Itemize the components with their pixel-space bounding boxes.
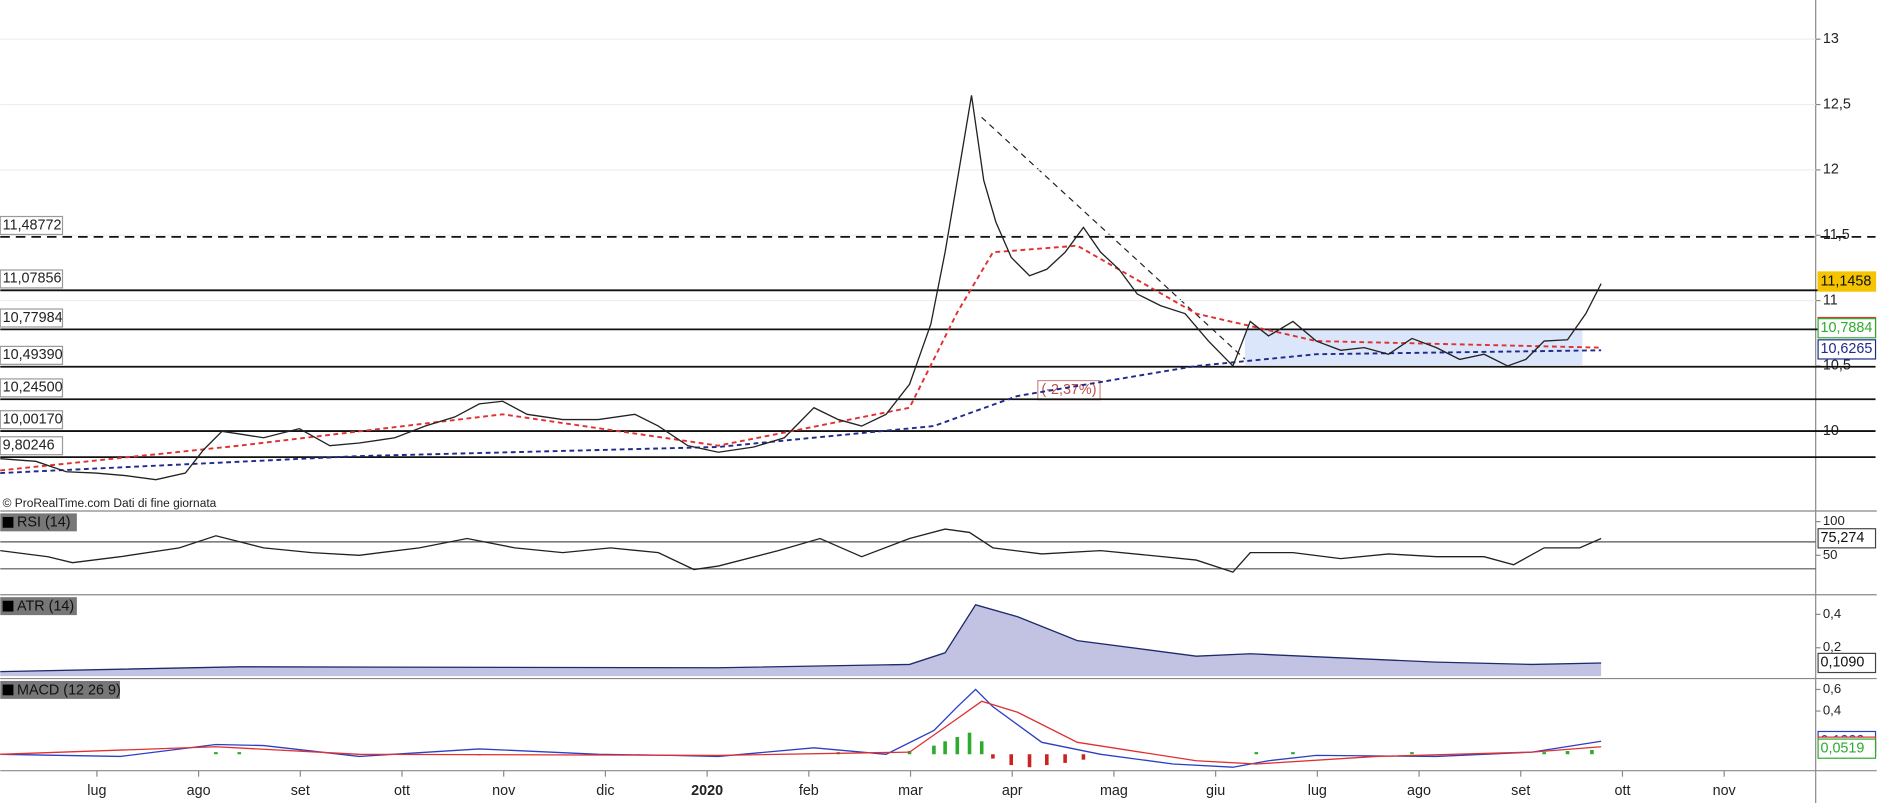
histogram-bar xyxy=(237,752,242,755)
y-tick-label: 50 xyxy=(1823,547,1838,562)
y-tick-label: 11,5 xyxy=(1823,227,1850,243)
x-tick-label: apr xyxy=(1002,783,1023,799)
series-line xyxy=(0,688,1602,768)
footer: © ProRealTime.com Dati di fine giornata xyxy=(3,496,217,510)
y-tick-label: 0,6 xyxy=(1823,681,1841,696)
level-label: 9,80246 xyxy=(3,438,55,454)
histogram-bar xyxy=(1291,752,1295,755)
histogram-bar xyxy=(991,754,995,759)
area-fill xyxy=(0,604,1602,677)
x-tick-label: set xyxy=(1511,783,1530,799)
level-label: 10,00170 xyxy=(3,411,63,427)
y-tick-label: 0,4 xyxy=(1823,606,1841,621)
x-tick-label: lug xyxy=(1308,783,1327,799)
histogram-bar xyxy=(1410,752,1414,755)
level-label: 10,24500 xyxy=(3,380,63,396)
histogram-bar xyxy=(1590,749,1594,755)
panel-title-icon xyxy=(2,516,14,528)
level-label: 10,77984 xyxy=(3,310,63,326)
histogram-bar xyxy=(1081,754,1086,760)
trend-line xyxy=(981,116,1246,360)
histogram-bar xyxy=(955,736,960,755)
histogram-bar xyxy=(1542,752,1546,755)
panel-title-box xyxy=(0,597,77,616)
x-tick-label: dic xyxy=(596,783,614,799)
histogram-bar xyxy=(214,752,218,755)
level-label: 11,07856 xyxy=(3,271,62,287)
value-tag xyxy=(1817,652,1877,674)
level-label-box xyxy=(0,215,64,236)
level-label: 10,49390 xyxy=(3,347,63,363)
y-tick-label: 100 xyxy=(1823,513,1845,528)
level-label-box xyxy=(0,345,64,365)
x-tick-label: mag xyxy=(1100,783,1128,799)
level-label-box xyxy=(0,269,64,289)
histogram-bar xyxy=(1254,752,1259,755)
panel-title-box xyxy=(0,513,77,532)
panel-title-box xyxy=(0,680,120,699)
x-tick-label: giu xyxy=(1206,783,1225,799)
level-label-box xyxy=(0,378,64,398)
x-tick-label: mar xyxy=(898,783,923,799)
value-tag-label: 11,1458 xyxy=(1820,273,1871,289)
level-label-box xyxy=(0,436,64,456)
y-tick-label: 12,5 xyxy=(1823,96,1851,112)
value-tag-label: 0,0519 xyxy=(1820,740,1864,756)
value-tag xyxy=(1817,271,1877,292)
y-tick-label: 12 xyxy=(1823,162,1839,178)
histogram-bar xyxy=(932,745,936,755)
x-tick-label: lug xyxy=(87,783,106,799)
histogram-bar xyxy=(979,741,984,755)
x-tick-label: nov xyxy=(1713,783,1737,799)
histogram-bar xyxy=(1565,751,1570,755)
y-tick-label: 10,5 xyxy=(1823,358,1851,374)
value-tag-label: 10,7884 xyxy=(1820,320,1872,336)
level-label-box xyxy=(0,308,64,328)
histogram-bar xyxy=(1063,754,1067,763)
histogram-bar xyxy=(1045,754,1049,766)
x-tick-label: ago xyxy=(1407,783,1431,799)
value-tag-label: 10,6265 xyxy=(1820,341,1872,357)
panel-title: ATR (14) xyxy=(17,599,74,615)
value-tag-label: 0,1090 xyxy=(1820,655,1864,671)
y-tick-label: 13 xyxy=(1823,31,1839,47)
value-tag-label: 75,274 xyxy=(1820,530,1864,546)
y-tick-label: 11 xyxy=(1823,292,1838,308)
series-line xyxy=(0,528,1602,573)
panel-title: MACD (12 26 9) xyxy=(17,682,121,698)
series-line xyxy=(0,95,1602,481)
x-tick-label: ago xyxy=(187,783,211,799)
series-line xyxy=(0,244,1602,472)
value-tag xyxy=(1817,528,1877,549)
histogram-bar xyxy=(943,741,947,755)
panel-title-icon xyxy=(2,600,14,612)
series-line xyxy=(0,700,1602,765)
y-tick-label: 0,4 xyxy=(1823,703,1841,718)
histogram-bar xyxy=(1009,754,1014,766)
x-tick-label: feb xyxy=(799,783,819,799)
value-tag xyxy=(1817,318,1877,339)
level-label: 11,48772 xyxy=(3,217,62,233)
panel-title: RSI (14) xyxy=(17,515,70,531)
value-tag xyxy=(1817,339,1877,360)
x-tick-label: nov xyxy=(492,783,516,799)
x-tick-label: set xyxy=(291,783,310,799)
value-tag xyxy=(1817,738,1877,759)
histogram-bar xyxy=(1027,754,1032,768)
y-tick-label: 0,2 xyxy=(1823,639,1841,654)
x-tick-label: ott xyxy=(394,783,410,799)
series-line xyxy=(0,604,1602,673)
x-tick-label: ott xyxy=(1614,783,1630,799)
panel-title-icon xyxy=(2,684,14,696)
level-label-box xyxy=(0,410,64,430)
histogram-bar xyxy=(967,732,972,755)
x-tick-label: 2020 xyxy=(691,783,723,799)
series-line xyxy=(0,349,1602,475)
